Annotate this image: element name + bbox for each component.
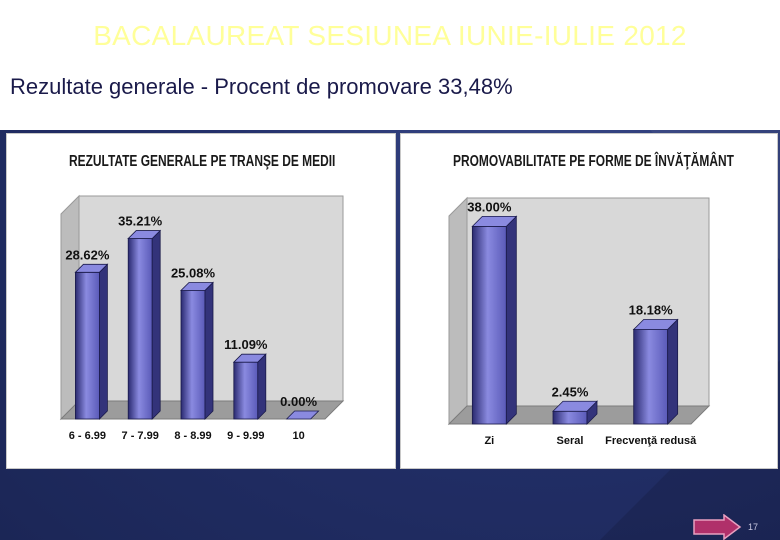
bar-top — [285, 410, 320, 420]
bar-side — [204, 281, 214, 420]
slide-title: BACALAUREAT SESIUNEA IUNIE-IULIE 2012 — [93, 20, 687, 51]
bar-0 — [74, 263, 109, 420]
data-label-1: 35.21% — [118, 214, 163, 229]
bar-top — [552, 400, 598, 412]
bar-side — [505, 215, 517, 425]
category-label-4: 10 — [292, 430, 304, 442]
bar-top — [127, 230, 162, 239]
chart-forme: PROMOVABILITATE PE FORME DE ÎNVĂŢĂMÂNT 38… — [447, 150, 734, 447]
data-label-3: 11.09% — [224, 337, 268, 352]
chart-medii: REZULTATE GENERALE PE TRANŞE DE MEDII 28.… — [59, 153, 345, 442]
category-label-2: 8 - 8.99 — [174, 430, 211, 442]
bar-side — [99, 263, 108, 420]
bar-4 — [285, 410, 320, 420]
data-label-2: 25.08% — [171, 265, 216, 280]
slide-subtitle: Rezultate generale - Procent de promovar… — [10, 74, 513, 99]
data-label-0: 38.00% — [467, 199, 512, 214]
bar-front — [233, 361, 259, 420]
bar-2 — [632, 318, 679, 425]
bar-front — [75, 271, 100, 420]
data-label-2: 18.18% — [629, 302, 674, 317]
category-label-1: 7 - 7.99 — [122, 430, 159, 442]
bar-top — [232, 353, 267, 363]
bar-top — [632, 319, 679, 330]
bar-1 — [552, 400, 598, 425]
bar-front — [127, 238, 153, 420]
bar-side — [257, 353, 267, 420]
category-label-2: Frecvenţă redusă — [605, 435, 697, 447]
data-label-0: 28.62% — [65, 247, 110, 262]
chart-title: REZULTATE GENERALE PE TRANŞE DE MEDII — [69, 153, 335, 170]
bar-top — [74, 263, 109, 273]
chart-title: PROMOVABILITATE PE FORME DE ÎNVĂŢĂMÂNT — [453, 150, 734, 169]
category-label-1: Seral — [557, 435, 584, 447]
bar-2 — [180, 281, 214, 420]
subtitle-band — [0, 66, 780, 130]
page-number: 17 — [748, 522, 759, 532]
bar-front — [471, 226, 507, 425]
title-band — [0, 0, 780, 66]
chart-panel-forme: PROMOVABILITATE PE FORME DE ÎNVĂŢĂMÂNT 38… — [400, 133, 778, 469]
bar-front — [180, 290, 206, 420]
bar-1 — [127, 229, 162, 420]
chart-panel-medii: REZULTATE GENERALE PE TRANŞE DE MEDII 28.… — [6, 133, 396, 469]
data-label-4: 0.00% — [280, 394, 317, 409]
bar-front — [633, 329, 669, 425]
plot-side-wall — [448, 196, 468, 426]
bar-front — [552, 410, 588, 425]
bar-0 — [471, 215, 518, 425]
bar-top — [180, 282, 214, 291]
bar-top — [471, 216, 518, 227]
data-label-1: 2.45% — [552, 384, 589, 399]
category-label-0: 6 - 6.99 — [69, 430, 106, 442]
next-slide-arrow-icon[interactable] — [692, 514, 744, 540]
bar-3 — [232, 353, 267, 420]
category-label-3: 9 - 9.99 — [227, 430, 264, 442]
bar-side — [667, 318, 679, 425]
category-label-0: Zi — [484, 435, 494, 447]
bar-side — [151, 229, 161, 420]
